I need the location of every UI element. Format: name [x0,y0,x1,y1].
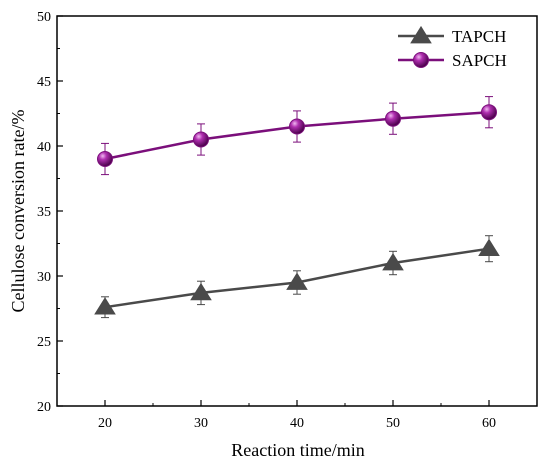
data-point-marker [193,131,209,148]
data-point-marker [286,272,308,290]
plot-frame [56,15,538,407]
data-point-marker [190,282,212,301]
data-point-marker [289,118,305,135]
legend-item-tapch: TAPCH [398,25,506,46]
x-tick-label: 40 [290,416,304,431]
data-point-marker [478,238,500,257]
x-tick-label: 20 [98,416,112,431]
legend-marker [410,25,432,44]
y-tick-label: 45 [37,75,51,90]
y-tick-label: 40 [37,140,51,155]
legend-item-sapch: SAPCH [398,51,507,70]
y-tick-label: 50 [37,10,51,25]
y-tick-label: 20 [37,400,51,415]
data-point-marker [382,252,404,271]
data-point-marker [94,297,116,315]
series-tapch [94,235,500,319]
x-tick-label: 50 [386,416,400,431]
legend-label: TAPCH [452,27,506,46]
y-axis-title: Cellulose conversion rate/% [8,110,28,313]
data-point-marker [97,151,113,167]
series-sapch [97,96,497,176]
y-tick-label: 25 [37,335,51,350]
y-tick-label: 35 [37,205,51,220]
legend-label: SAPCH [452,51,507,70]
legend-marker [413,52,429,68]
y-tick-label: 30 [37,270,51,285]
x-tick-label: 30 [194,416,208,431]
data-point-marker [385,110,401,127]
x-tick-label: 60 [482,416,496,431]
data-point-marker [481,104,497,121]
x-axis-title: Reaction time/min [231,440,364,460]
